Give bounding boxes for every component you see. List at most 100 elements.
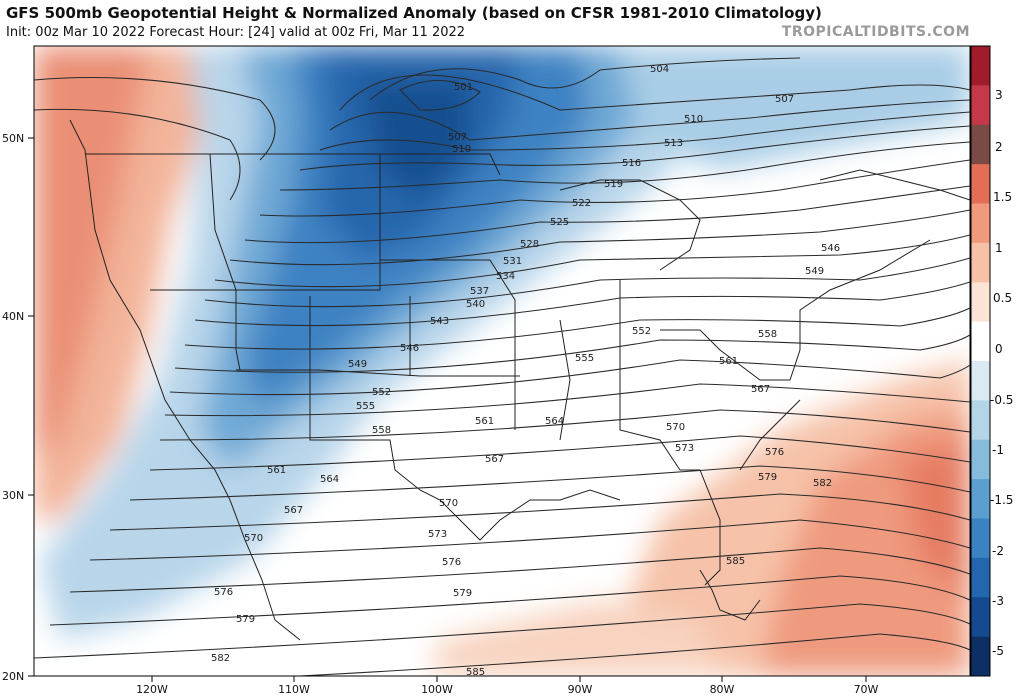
contour-label: 552 — [372, 387, 391, 398]
lat-label: 30N — [2, 489, 24, 502]
contour-label: 552 — [632, 326, 651, 337]
contour-label: 573 — [428, 529, 447, 540]
map-subtitle: Init: 00z Mar 10 2022 Forecast Hour: [24… — [6, 25, 466, 40]
colorbar-label: -0.5 — [990, 393, 1013, 407]
lon-axis: 120W 110W 100W 90W 80W 70W — [136, 676, 879, 696]
lon-label: 120W — [136, 683, 168, 696]
colorbar-segment — [971, 636, 990, 677]
contour-label: 561 — [719, 356, 738, 367]
colorbar-label: 1 — [995, 241, 1003, 255]
contour-label: 525 — [550, 217, 569, 228]
site-credit: TROPICALTIDBITS.COM — [781, 24, 970, 40]
anomaly-field — [34, 46, 970, 676]
contour-label: 570 — [666, 422, 685, 433]
contour-label: 540 — [466, 299, 485, 310]
contour-label: 513 — [664, 138, 683, 149]
colorbar-segment — [971, 321, 990, 362]
contour-label: 567 — [284, 505, 303, 516]
colorbar-segment — [971, 85, 990, 126]
colorbar-segment — [971, 242, 990, 283]
contour-label: 516 — [622, 158, 641, 169]
colorbar-label: 3 — [995, 88, 1003, 102]
height-contours — [34, 57, 970, 676]
contour-label: 567 — [751, 384, 770, 395]
contour-label: 585 — [466, 667, 485, 678]
colorbar-segment — [971, 518, 990, 559]
colorbar-segment — [971, 124, 990, 165]
contour-label: 528 — [520, 239, 539, 250]
map-title: GFS 500mb Geopotential Height & Normaliz… — [6, 4, 822, 22]
contour-label: 546 — [400, 343, 419, 354]
colorbar-label: -5 — [992, 644, 1004, 658]
colorbar-label: 2 — [995, 140, 1003, 154]
contour-label: 579 — [236, 614, 255, 625]
contour-label: 558 — [372, 425, 391, 436]
contour-label: 579 — [453, 588, 472, 599]
lon-label: 80W — [710, 683, 735, 696]
colorbar-frame — [970, 45, 991, 677]
colorbar-labels: 3 2 1.5 1 0.5 0 -0.5 -1 -1.5 -2 -3 -5 — [990, 88, 1013, 658]
contour-label: 558 — [758, 329, 777, 340]
contour-label: 564 — [545, 416, 564, 427]
contour-label: 555 — [575, 353, 594, 364]
lat-axis: 50N 40N 30N 20N — [2, 132, 34, 683]
contour-label: 507 — [775, 94, 794, 105]
contour-label: 567 — [485, 454, 504, 465]
contour-label: 576 — [442, 557, 461, 568]
contour-label: 543 — [430, 316, 449, 327]
colorbar — [970, 45, 991, 677]
contour-label: 504 — [650, 64, 669, 75]
colorbar-segment — [971, 439, 990, 480]
contour-label: 510 — [684, 114, 703, 125]
lat-label: 50N — [2, 132, 24, 145]
contour-label: 582 — [211, 653, 230, 664]
colorbar-label: 1.5 — [993, 190, 1012, 204]
contour-label: 576 — [765, 447, 784, 458]
colorbar-segment — [971, 282, 990, 323]
contour-label: 582 — [813, 478, 832, 489]
colorbar-label: -3 — [992, 594, 1004, 608]
colorbar-label: 0 — [995, 342, 1003, 356]
contour-label: 519 — [604, 179, 623, 190]
contour-label: 531 — [503, 256, 522, 267]
contour-label: 510 — [452, 144, 471, 155]
colorbar-segment — [971, 479, 990, 519]
contour-label: 555 — [356, 401, 375, 412]
contour-label: 507 — [448, 132, 467, 143]
colorbar-segment — [971, 557, 990, 598]
plot-frame — [33, 45, 971, 677]
contour-label: 546 — [821, 243, 840, 254]
lon-label: 100W — [421, 683, 453, 696]
contour-label: 549 — [348, 359, 367, 370]
contour-label: 549 — [805, 266, 824, 277]
colorbar-label: 0.5 — [993, 291, 1012, 305]
lon-label: 70W — [854, 683, 879, 696]
colorbar-label: -1.5 — [990, 493, 1013, 507]
colorbar-segment — [971, 46, 990, 86]
contour-label: 537 — [470, 286, 489, 297]
contour-label: 570 — [244, 533, 263, 544]
contour-label: 585 — [726, 556, 745, 567]
colorbar-label: -1 — [992, 443, 1004, 457]
lat-label: 40N — [2, 310, 24, 323]
boundaries — [69, 119, 970, 641]
contour-label: 534 — [496, 271, 515, 282]
lon-label: 110W — [278, 683, 310, 696]
contour-label: 573 — [675, 443, 694, 454]
contour-label: 579 — [758, 472, 777, 483]
contour-labels: 501 504 507 507 510 510 513 516 519 522 … — [211, 64, 840, 678]
contour-label: 501 — [454, 82, 473, 93]
colorbar-segment — [971, 164, 990, 204]
contour-label: 564 — [320, 474, 339, 485]
contour-label: 522 — [572, 198, 591, 209]
contour-label: 576 — [214, 587, 233, 598]
contour-label: 561 — [267, 465, 286, 476]
colorbar-label: -2 — [992, 544, 1004, 558]
colorbar-segment — [971, 361, 990, 401]
colorbar-segment — [971, 597, 990, 638]
contour-label: 570 — [439, 498, 458, 509]
lon-label: 90W — [568, 683, 593, 696]
lat-label: 20N — [2, 670, 24, 683]
colorbar-segment — [971, 400, 990, 441]
